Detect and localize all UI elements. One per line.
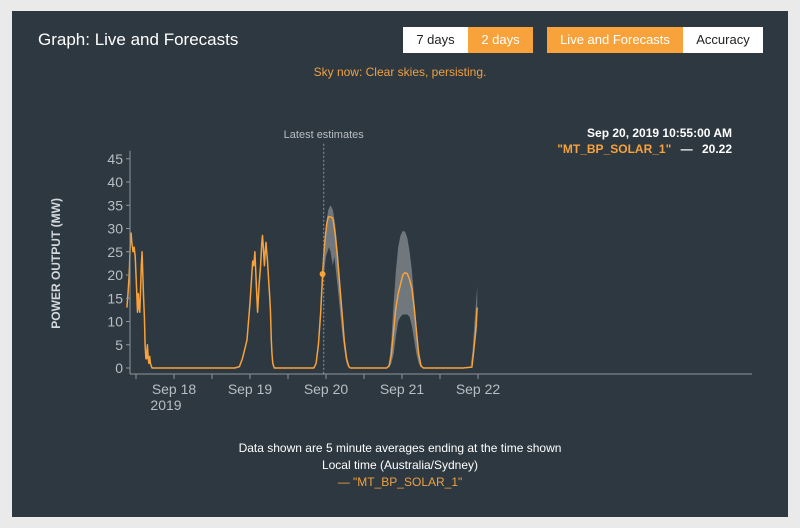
tooltip-value-line: "MT_BP_SOLAR_1" — 20.22 (557, 142, 732, 156)
forecast-line (321, 216, 478, 369)
x-tick-label: Sep 21 (380, 381, 425, 397)
y-axis-label: POWER OUTPUT (MW) (49, 198, 63, 329)
legend-series[interactable]: — "MT_BP_SOLAR_1" (337, 475, 463, 489)
tooltip-value: 20.22 (702, 142, 732, 156)
range-2-days-button[interactable]: 2 days (468, 27, 533, 53)
y-tick-label: 0 (115, 360, 123, 376)
tooltip-separator: — (681, 142, 693, 156)
tooltip-series-label: "MT_BP_SOLAR_1" (557, 142, 671, 156)
y-tick-label: 35 (107, 197, 123, 213)
x-tick-label: Sep 22 (456, 381, 501, 397)
series-line-mt-bp-solar-1 (126, 232, 324, 369)
tooltip-datetime: Sep 20, 2019 10:55:00 AM (587, 126, 732, 140)
sky-now-status: Sky now: Clear skies, persisting. (313, 65, 487, 79)
y-tick-label: 40 (107, 174, 123, 190)
x-tick-label: Sep 19 (228, 381, 273, 397)
tab-live-and-forecasts[interactable]: Live and Forecasts (547, 27, 683, 53)
y-tick-label: 5 (115, 337, 123, 353)
latest-estimate-point[interactable] (319, 270, 326, 277)
footer-timezone-note: Local time (Australia/Sydney) (321, 458, 479, 472)
y-tick-label: 30 (107, 221, 123, 237)
y-tick-label: 45 (107, 151, 123, 167)
forecast-uncertainty-band (389, 230, 421, 368)
footer-averages-note: Data shown are 5 minute averages ending … (238, 441, 562, 455)
y-tick-label: 15 (107, 290, 123, 306)
y-tick-label: 10 (107, 314, 123, 330)
x-tick-label: Sep 18 (152, 381, 197, 397)
y-tick-label: 25 (107, 244, 123, 260)
tab-accuracy[interactable]: Accuracy (683, 27, 763, 53)
y-tick-label: 20 (107, 267, 123, 283)
latest-estimates-label: Latest estimates (284, 129, 365, 141)
forecast-uncertainty-band (321, 205, 349, 368)
graph-panel: Graph: Live and Forecasts 7 days 2 days … (12, 11, 788, 517)
x-tick-sublabel: 2019 (150, 397, 181, 413)
x-tick-label: Sep 20 (304, 381, 349, 397)
range-7-days-button[interactable]: 7 days (403, 27, 468, 53)
page-title: Graph: Live and Forecasts (38, 30, 239, 49)
